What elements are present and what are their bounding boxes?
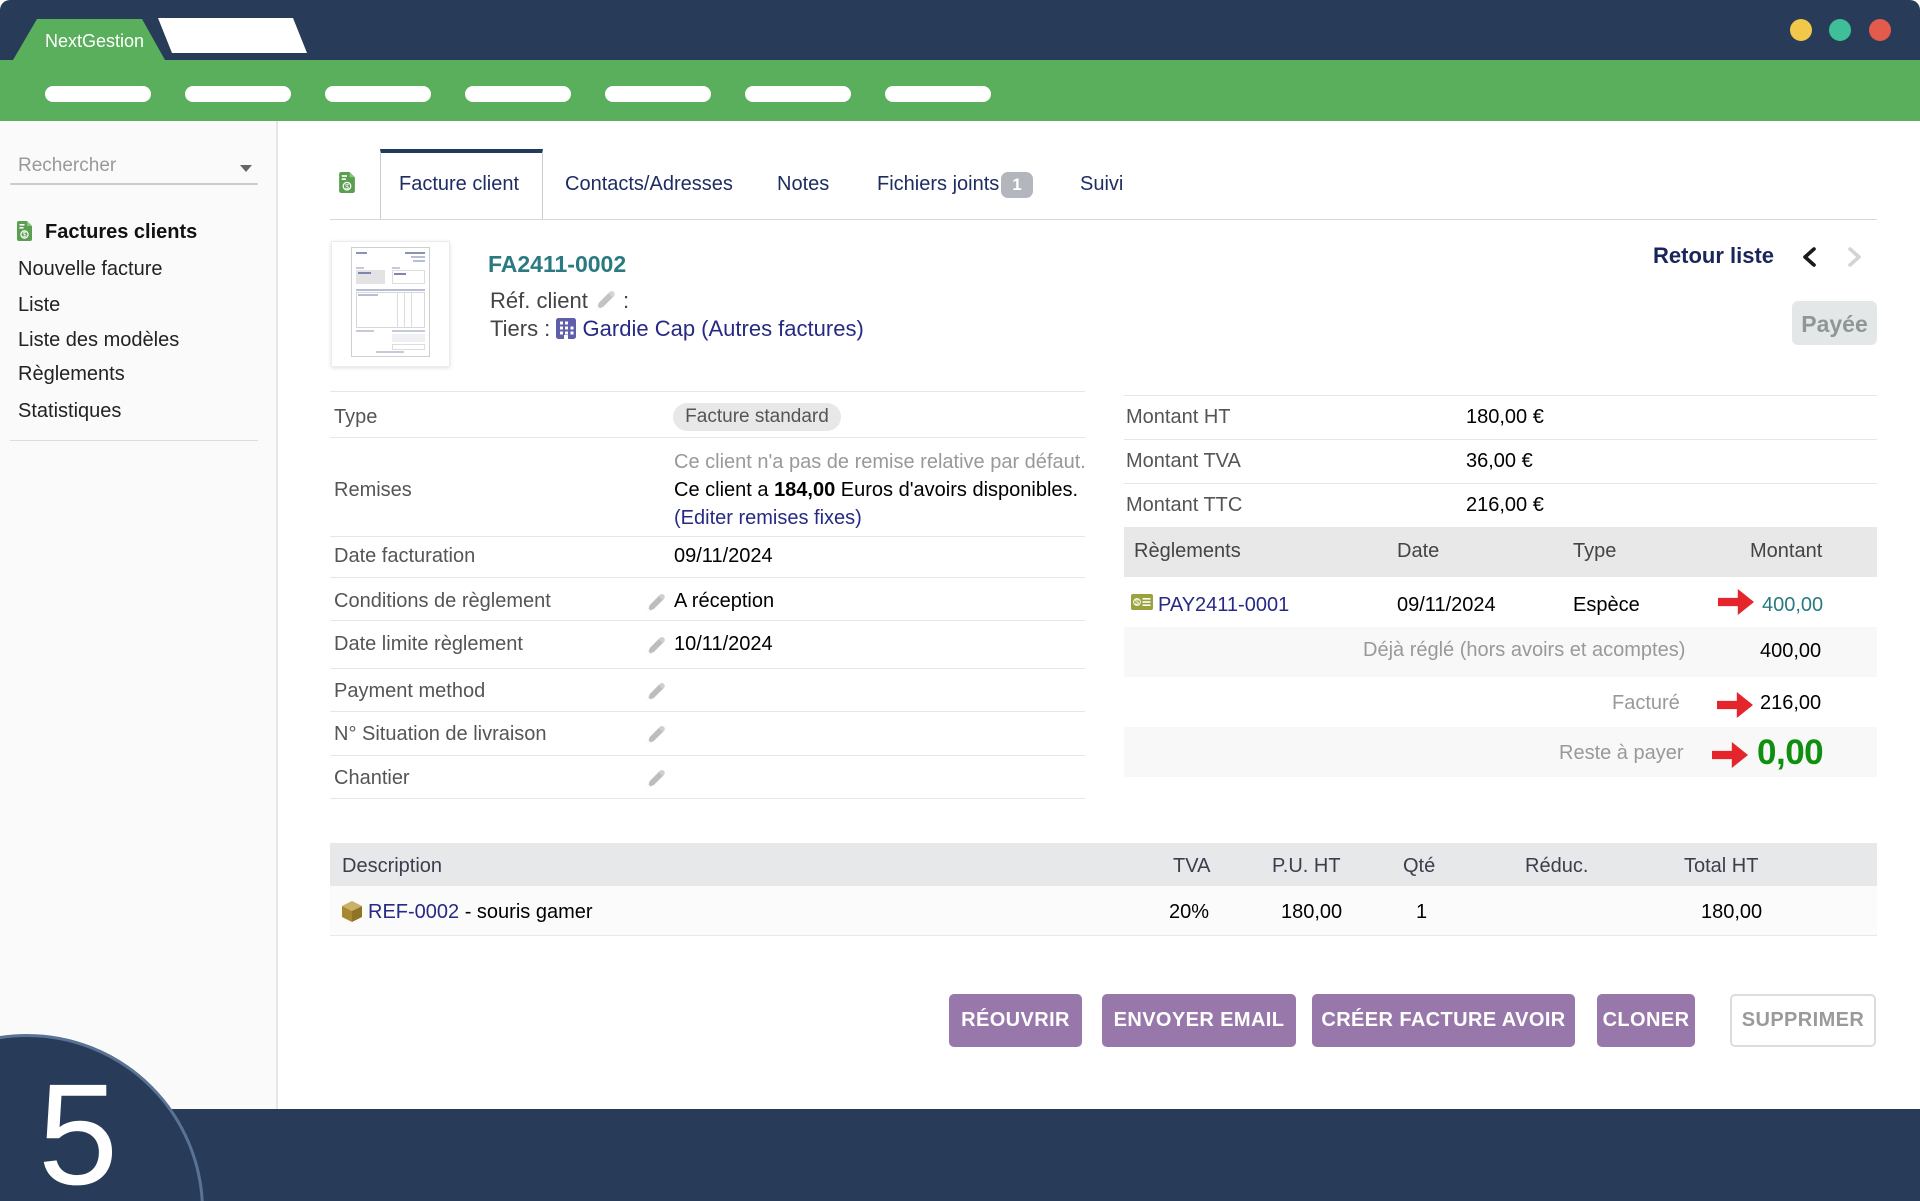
svg-text:$: $ — [345, 182, 349, 191]
svg-text:$: $ — [1135, 598, 1140, 607]
svg-text:$: $ — [23, 232, 27, 239]
